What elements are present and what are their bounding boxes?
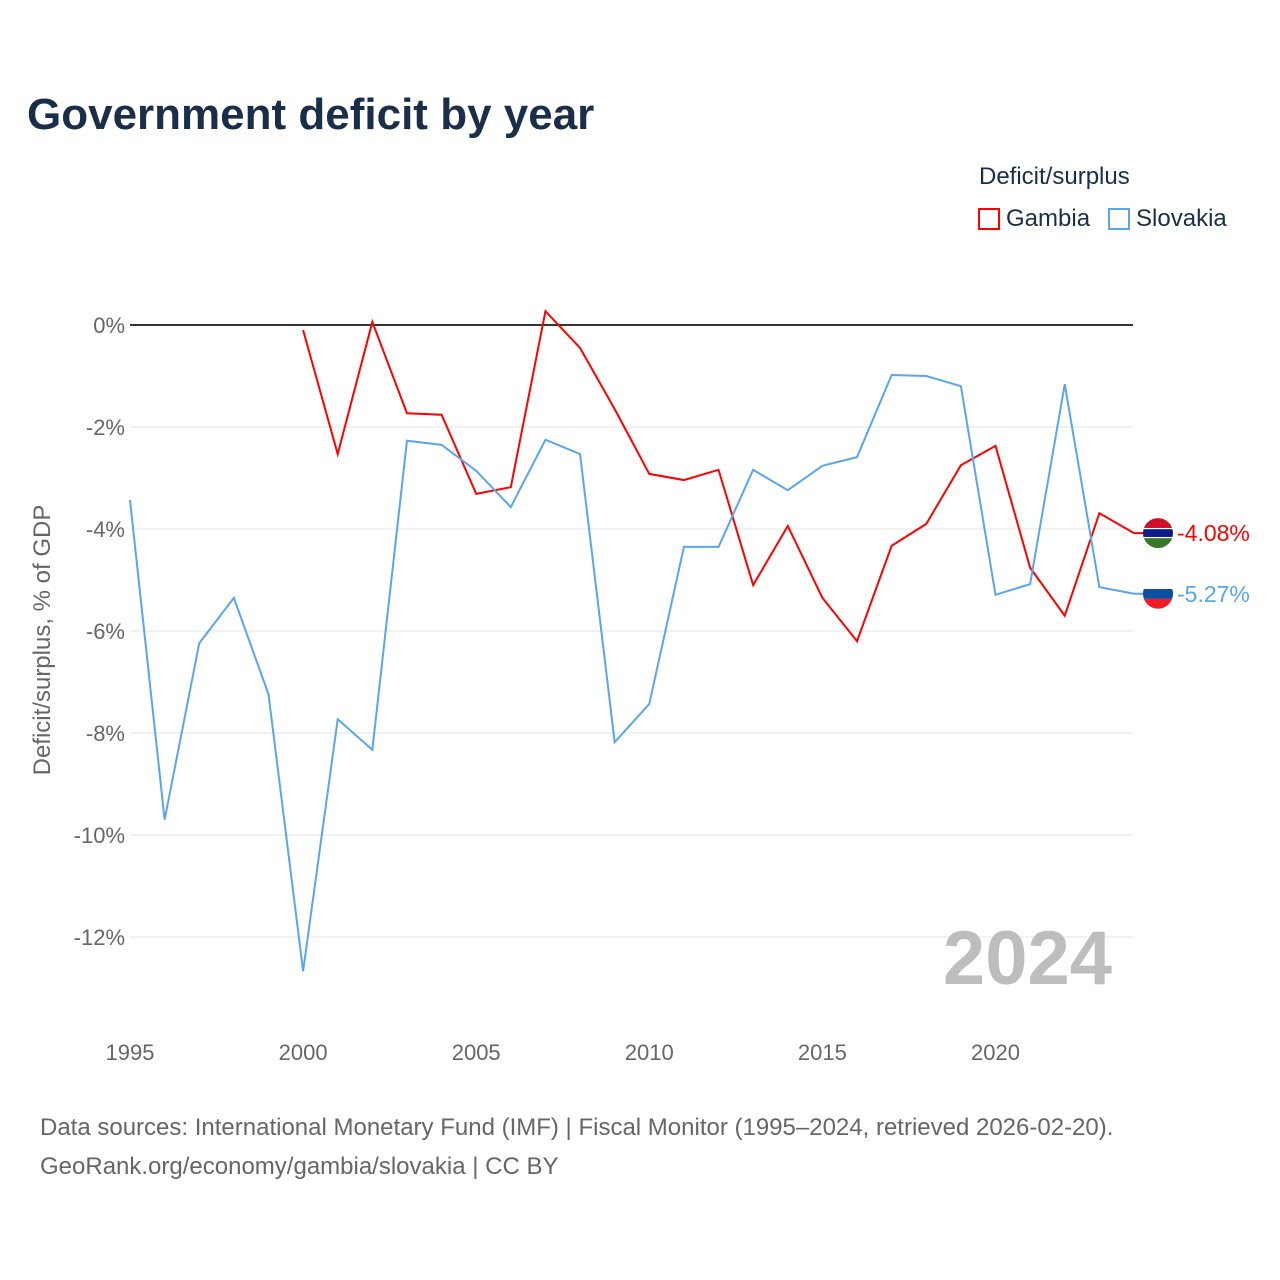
y-tick-label: -10% <box>74 823 125 848</box>
flag-band <box>1143 538 1173 549</box>
x-tick-label: 2005 <box>452 1040 501 1065</box>
flag-band <box>1143 578 1173 589</box>
y-axis-label: Deficit/surplus, % of GDP <box>29 505 56 776</box>
flag-band <box>1143 536 1173 539</box>
legend-title: Deficit/surplus <box>979 163 1130 190</box>
end-value-label-gambia: -4.08% <box>1177 520 1250 546</box>
x-tick-label: 2010 <box>625 1040 674 1065</box>
flag-icon-gambia <box>1143 518 1173 549</box>
year-watermark: 2024 <box>943 916 1112 1001</box>
source-line-2[interactable]: GeoRank.org/economy/gambia/slovakia | CC… <box>40 1153 559 1180</box>
series-line-slovakia <box>129 373 1135 972</box>
legend-item-gambia[interactable]: Gambia <box>978 205 1090 233</box>
source-line-1: Data sources: International Monetary Fun… <box>40 1114 1114 1141</box>
flag-band <box>1143 598 1173 609</box>
series-line-gambia <box>302 309 1135 644</box>
y-tick-label: 0% <box>93 313 125 338</box>
x-tick-label: 2015 <box>798 1040 847 1065</box>
legend-swatch-slovakia <box>1108 208 1131 230</box>
x-tick-label: 2020 <box>971 1040 1020 1065</box>
flag-band <box>1143 527 1173 530</box>
legend-item-slovakia[interactable]: Slovakia <box>1108 205 1227 233</box>
y-tick-label: -2% <box>86 415 125 440</box>
flag-band <box>1143 518 1173 528</box>
y-tick-label: -8% <box>86 721 125 746</box>
flag-band <box>1143 588 1173 599</box>
source-note: Data sources: International Monetary Fun… <box>40 1108 1113 1186</box>
flag-band <box>1143 529 1173 537</box>
y-tick-label: -4% <box>86 517 125 542</box>
legend-swatch-gambia <box>978 208 1000 230</box>
legend-label-slovakia: Slovakia <box>1136 205 1227 232</box>
legend-label-gambia: Gambia <box>1006 205 1091 232</box>
y-tick-label: -6% <box>86 619 125 644</box>
chart-title: Government deficit by year <box>27 90 595 139</box>
end-value-label-slovakia: -5.27% <box>1177 581 1250 607</box>
flag-icon-slovakia <box>1143 578 1173 609</box>
x-tick-label: 1995 <box>106 1040 155 1065</box>
x-tick-label: 2000 <box>279 1040 328 1065</box>
y-tick-label: -12% <box>74 925 125 950</box>
legend: Gambia Slovakia <box>978 205 1227 233</box>
